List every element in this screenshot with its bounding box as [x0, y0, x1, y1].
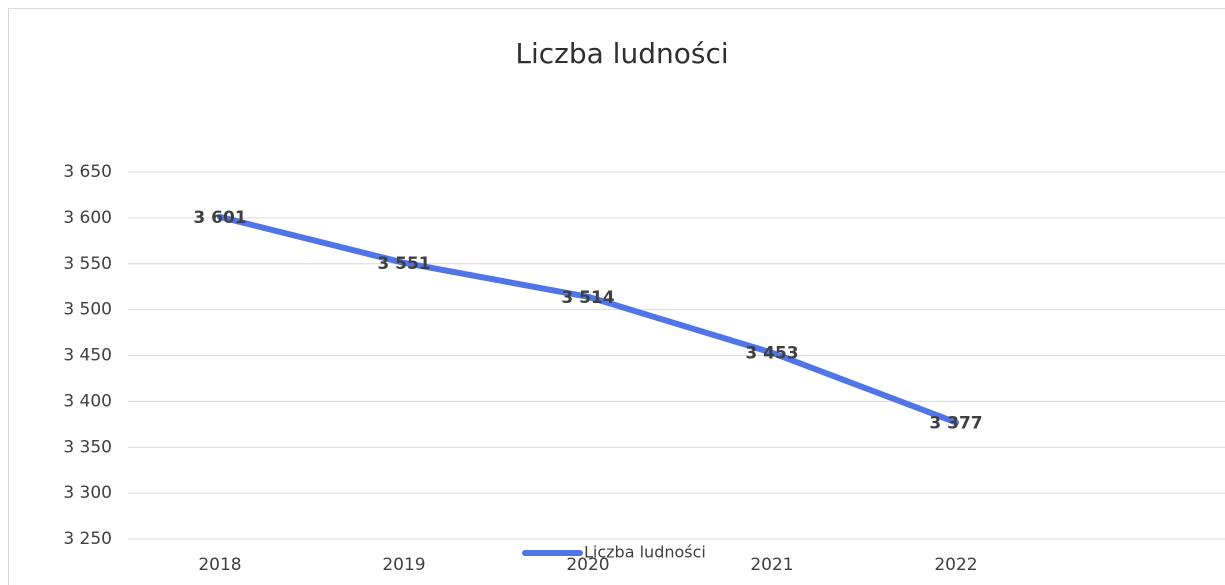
x-tick-label: 2020 — [566, 555, 609, 575]
y-tick-label: 3 600 — [63, 208, 112, 228]
legend-label: Liczba ludności — [584, 543, 706, 562]
y-tick-label: 3 450 — [63, 346, 112, 366]
y-tick-label: 3 400 — [63, 391, 112, 411]
x-tick-label: 2022 — [934, 555, 977, 575]
chart-border — [8, 8, 1225, 585]
chart-title: Liczba ludności — [515, 37, 728, 70]
data-label: 3 551 — [377, 254, 430, 274]
y-tick-label: 3 350 — [63, 437, 112, 457]
data-label: 3 514 — [561, 288, 614, 308]
data-label: 3 377 — [929, 413, 982, 433]
y-tick-label: 3 250 — [63, 529, 112, 549]
x-tick-label: 2021 — [750, 555, 793, 575]
x-tick-label: 2019 — [382, 555, 425, 575]
y-tick-label: 3 550 — [63, 254, 112, 274]
data-label: 3 453 — [745, 344, 798, 364]
x-tick-label: 2018 — [198, 555, 241, 575]
y-tick-label: 3 500 — [63, 300, 112, 320]
data-label: 3 601 — [193, 208, 246, 228]
y-tick-label: 3 650 — [63, 162, 112, 182]
line — [217, 213, 959, 426]
y-tick-label: 3 300 — [63, 483, 112, 503]
